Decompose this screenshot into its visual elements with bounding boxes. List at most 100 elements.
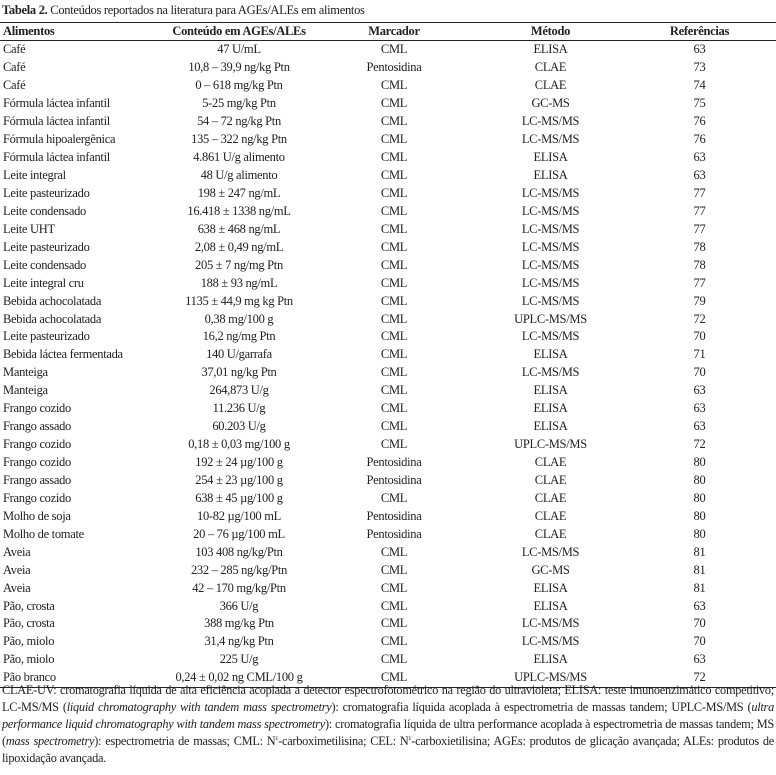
table-row: Fórmula láctea infantil 54 – 72 ng/kg Ptn… bbox=[0, 113, 776, 131]
cell-conteudo: 4.861 U/g alimento bbox=[193, 150, 285, 165]
table-row: Pão, miolo 31,4 ng/kg Ptn CML LC-MS/MS 70 bbox=[0, 633, 776, 651]
cell-conteudo: 135 – 322 ng/kg Ptn bbox=[191, 132, 287, 147]
cell-metodo: LC-MS/MS bbox=[521, 275, 580, 290]
table-header-row: Alimentos Conteúdo em AGEs/ALEs Marcador… bbox=[0, 22, 776, 41]
cell-alimento: Manteiga bbox=[3, 383, 48, 398]
cell-conteudo: 232 – 285 ng/kg/Ptn bbox=[190, 562, 288, 577]
cell-conteudo: 192 ± 24 µg/100 g bbox=[195, 455, 283, 470]
table-row: Leite pasteurizado 198 ± 247 ng/mL CML LC-M… bbox=[0, 185, 776, 203]
cell-conteudo: 60.203 U/g bbox=[212, 419, 266, 434]
table-row: Fórmula láctea infantil 5-25 mg/kg Ptn CML… bbox=[0, 95, 776, 113]
cell-referencia: 77 bbox=[693, 185, 706, 200]
table-row: Fórmula láctea infantil 4.861 U/g aliment… bbox=[0, 149, 776, 167]
footnote-text: CLAE-UV: cromatografia líquida de alta e… bbox=[2, 683, 774, 714]
cell-referencia: 77 bbox=[693, 203, 706, 218]
cell-alimento: Pão, crosta bbox=[3, 598, 55, 613]
cell-alimento: Leite integral bbox=[3, 168, 66, 183]
table-row: Frango cozido 0,18 ± 0,03 mg/100 g CML UPLC… bbox=[0, 436, 776, 454]
cell-conteudo: 264,873 U/g bbox=[209, 383, 269, 398]
cell-marcador: CML bbox=[380, 114, 408, 129]
cell-conteudo: 16.418 ± 1338 ng/mL bbox=[187, 203, 291, 218]
footnote-italic-term: ultra performance liquid chromatography … bbox=[2, 700, 774, 731]
footnote-superscript: ε bbox=[408, 733, 412, 742]
cell-alimento: Pão, miolo bbox=[3, 634, 55, 649]
cell-marcador: Pentosidina bbox=[366, 60, 422, 75]
cell-conteudo: 0,38 mg/100 g bbox=[204, 311, 274, 326]
cell-metodo: ELISA bbox=[533, 580, 568, 595]
footnote-text: -carboxietilisina; AGEs: produtos de gli… bbox=[2, 734, 774, 765]
cell-metodo: GC-MS bbox=[531, 562, 570, 577]
cell-alimento: Fórmula láctea infantil bbox=[3, 96, 110, 111]
table-row: Manteiga 37,01 ng/kg Ptn CML LC-MS/MS 70 bbox=[0, 364, 776, 382]
cell-metodo: ELISA bbox=[533, 383, 568, 398]
cell-conteudo: 638 ± 468 ng/mL bbox=[197, 221, 281, 236]
cell-referencia: 74 bbox=[693, 78, 706, 93]
table-row: Leite pasteurizado 16,2 ng/mg Ptn CML LC-MS… bbox=[0, 328, 776, 346]
cell-referencia: 81 bbox=[693, 580, 706, 595]
cell-referencia: 80 bbox=[693, 526, 706, 541]
cell-alimento: Fórmula láctea infantil bbox=[3, 150, 110, 165]
cell-metodo: CLAE bbox=[534, 508, 567, 523]
table-row: Aveia 232 – 285 ng/kg/Ptn CML GC-MS 81 bbox=[0, 561, 776, 579]
cell-alimento: Leite pasteurizado bbox=[3, 185, 90, 200]
cell-conteudo: 5-25 mg/kg Ptn bbox=[202, 96, 276, 111]
cell-alimento: Frango cozido bbox=[3, 437, 71, 452]
cell-alimento: Manteiga bbox=[3, 365, 48, 380]
cell-referencia: 76 bbox=[693, 114, 706, 129]
cell-marcador: CML bbox=[380, 401, 408, 416]
cell-marcador: CML bbox=[380, 150, 408, 165]
cell-referencia: 70 bbox=[693, 329, 706, 344]
cell-metodo: LC-MS/MS bbox=[521, 365, 580, 380]
cell-conteudo: 31,4 ng/kg Ptn bbox=[204, 634, 274, 649]
cell-referencia: 72 bbox=[693, 437, 706, 452]
cell-referencia: 63 bbox=[693, 598, 706, 613]
table-row: Pão, miolo 225 U/g CML ELISA 63 bbox=[0, 651, 776, 669]
cell-conteudo: 0,24 ± 0,02 ng CML/100 g bbox=[175, 670, 303, 685]
cell-alimento: Leite integral cru bbox=[3, 275, 84, 290]
cell-metodo: CLAE bbox=[534, 78, 567, 93]
cell-marcador: CML bbox=[380, 168, 408, 183]
cell-alimento: Leite pasteurizado bbox=[3, 329, 90, 344]
cell-referencia: 75 bbox=[693, 96, 706, 111]
cell-conteudo: 254 ± 23 µg/100 g bbox=[195, 472, 283, 487]
cell-referencia: 78 bbox=[693, 257, 706, 272]
cell-referencia: 63 bbox=[693, 401, 706, 416]
cell-metodo: LC-MS/MS bbox=[521, 634, 580, 649]
cell-marcador: CML bbox=[380, 365, 408, 380]
table-row: Aveia 42 – 170 mg/kg/Ptn CML ELISA 81 bbox=[0, 579, 776, 597]
table-row: Leite UHT 638 ± 468 ng/mL CML LC-MS/MS 77 bbox=[0, 220, 776, 238]
cell-referencia: 63 bbox=[693, 168, 706, 183]
cell-referencia: 72 bbox=[693, 311, 706, 326]
cell-metodo: ELISA bbox=[533, 150, 568, 165]
cell-referencia: 63 bbox=[693, 419, 706, 434]
cell-alimento: Aveia bbox=[3, 562, 31, 577]
cell-metodo: LC-MS/MS bbox=[521, 132, 580, 147]
cell-marcador: Pentosidina bbox=[366, 526, 422, 541]
cell-conteudo: 2,08 ± 0,49 ng/mL bbox=[194, 239, 284, 254]
cell-conteudo: 0,18 ± 0,03 mg/100 g bbox=[188, 437, 290, 452]
cell-marcador: CML bbox=[380, 670, 408, 685]
cell-metodo: GC-MS bbox=[531, 96, 570, 111]
cell-metodo: LC-MS/MS bbox=[521, 114, 580, 129]
cell-conteudo: 16,2 ng/mg Ptn bbox=[202, 329, 276, 344]
cell-referencia: 81 bbox=[693, 562, 706, 577]
cell-metodo: ELISA bbox=[533, 42, 568, 57]
cell-marcador: CML bbox=[380, 652, 408, 667]
cell-conteudo: 638 ± 45 µg/100 g bbox=[195, 490, 283, 505]
cell-alimento: Frango cozido bbox=[3, 490, 71, 505]
cell-marcador: Pentosidina bbox=[366, 472, 422, 487]
cell-marcador: CML bbox=[380, 96, 408, 111]
header-referencias: Referências bbox=[669, 24, 730, 38]
table-row: Molho de tomate 20 – 76 µg/100 mL Pentosid… bbox=[0, 525, 776, 543]
cell-marcador: CML bbox=[380, 580, 408, 595]
cell-metodo: CLAE bbox=[534, 472, 567, 487]
cell-metodo: CLAE bbox=[534, 455, 567, 470]
cell-conteudo: 11.236 U/g bbox=[212, 401, 266, 416]
table-row: Frango cozido 638 ± 45 µg/100 g CML CLAE 80 bbox=[0, 489, 776, 507]
cell-referencia: 73 bbox=[693, 60, 706, 75]
cell-marcador: Pentosidina bbox=[366, 455, 422, 470]
table-row: Leite condensado 16.418 ± 1338 ng/mL CML LC… bbox=[0, 202, 776, 220]
table-footnote: CLAE-UV: cromatografia líquida de alta e… bbox=[2, 682, 774, 767]
cell-marcador: CML bbox=[380, 598, 408, 613]
table-row: Fórmula hipoalergênica 135 – 322 ng/kg Pt… bbox=[0, 131, 776, 149]
